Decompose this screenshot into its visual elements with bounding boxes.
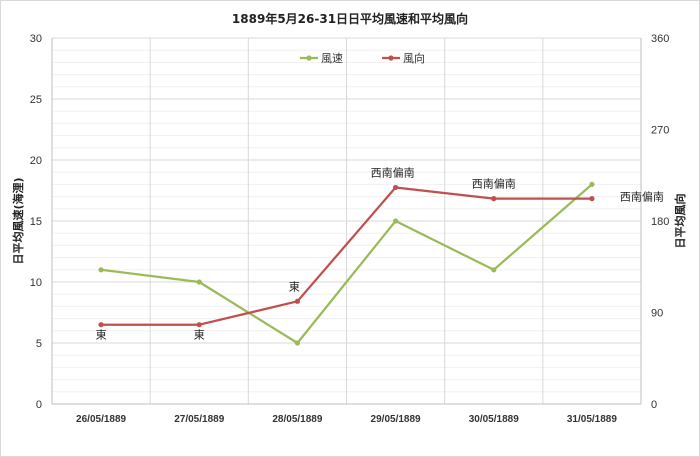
y-right-tick-label: 0 [651,399,657,411]
data-point-direction [392,184,399,191]
direction-annotation: 東 [194,329,205,342]
y-right-tick-label: 90 [651,308,663,320]
series-lines [98,181,595,346]
direction-annotation: 東 [96,329,107,342]
y-axis-left-ticks: 0 5 10 15 20 25 30 [30,33,42,411]
data-point-speed [294,340,301,346]
y-left-tick-label: 15 [30,216,42,228]
y-left-tick-label: 5 [36,338,42,350]
data-point-direction [491,196,497,202]
y-left-tick-label: 20 [30,155,42,167]
y-left-tick-label: 10 [30,277,42,289]
legend-label: 風向 [403,51,425,65]
legend-marker [306,55,312,61]
data-point-speed [491,267,497,273]
data-point-direction [98,322,104,328]
x-axis-ticks: 26/05/1889 27/05/1889 28/05/1889 29/05/1889… [76,414,617,425]
data-point-direction [294,298,301,304]
y-left-tick-label: 30 [30,33,42,45]
y-left-tick-label: 25 [30,94,42,106]
axes [51,38,642,405]
y-left-tick-label: 0 [36,399,42,411]
series-line-speed [100,183,593,345]
chart-title: 1889年5月26-31日日平均風速和平均風向 [232,11,468,26]
series-line-direction [101,186,592,326]
legend-label: 風速 [321,52,343,65]
y-right-tick-label: 180 [651,216,669,228]
y-right-tick-label: 360 [651,33,669,45]
direction-annotation: 西南偏南 [472,177,516,191]
gridlines [51,37,642,405]
y-axis-left-title: 日平均風速(海浬) [11,177,25,264]
data-point-speed [589,181,595,187]
data-point-speed [98,267,104,273]
data-point-direction [589,196,595,202]
x-tick-label: 26/05/1889 [76,414,126,425]
x-tick-label: 28/05/1889 [272,414,322,425]
data-point-speed [196,279,202,285]
x-tick-label: 31/05/1889 [567,414,617,425]
data-point-speed [392,218,399,224]
x-tick-label: 27/05/1889 [174,414,224,425]
y-axis-right-ticks: 0 90 180 270 360 [651,33,669,411]
legend-marker [388,55,394,61]
x-tick-label: 30/05/1889 [469,414,519,425]
y-axis-right-title: 日平均風向 [673,194,687,249]
legend: 風速 風向 [300,51,425,65]
x-tick-label: 29/05/1889 [371,414,421,425]
data-point-direction [196,322,202,328]
y-right-tick-label: 270 [651,125,669,137]
direction-annotation: 西南偏南 [371,165,415,179]
direction-annotation: 西南偏南 [620,190,664,204]
direction-annotation: 東 [289,280,300,293]
direction-annotations: 東東東西南偏南西南偏南西南偏南 [96,165,664,341]
